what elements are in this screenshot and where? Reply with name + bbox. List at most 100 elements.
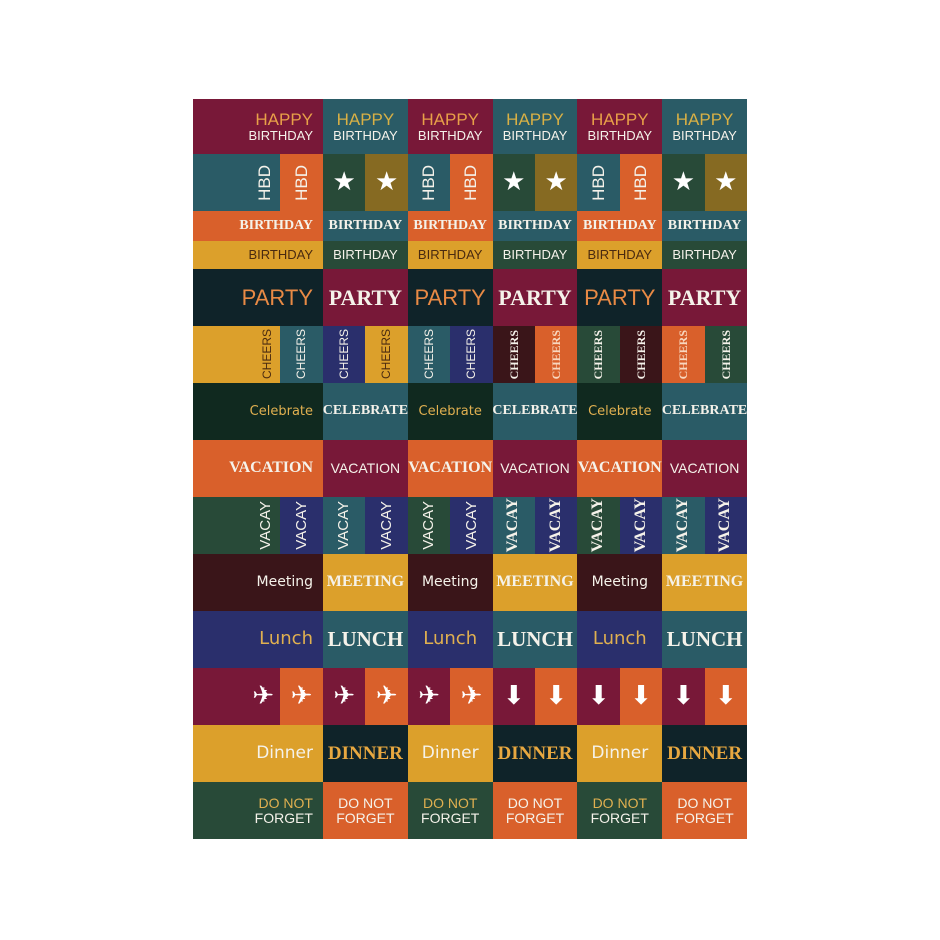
- sticker: BIRTHDAY: [407, 211, 493, 241]
- sticker-row: BIRTHDAY BIRTHDAY BIRTHDAY BIRTHDAY BIRTHDAY…: [193, 211, 747, 241]
- sticker-label: VACAY: [504, 498, 522, 553]
- sticker-label: HBD: [255, 164, 275, 201]
- sticker-label: BIRTHDAY: [502, 247, 568, 263]
- sticker-label: VACAY: [546, 498, 564, 553]
- sticker-label: HAPPY: [421, 109, 480, 129]
- sticker-label: HAPPY: [336, 109, 395, 129]
- sticker-label: BIRTHDAY: [413, 217, 488, 233]
- sticker-label: BIRTHDAY: [333, 127, 398, 143]
- sticker: CHEERS CHEERS: [662, 326, 747, 383]
- sticker-half: VACAY: [535, 497, 578, 554]
- sticker-label: CHEERS: [294, 329, 309, 380]
- sticker: DO NOT FORGET: [577, 782, 663, 839]
- sticker-half: ★: [365, 154, 408, 211]
- sticker: VACAY VACAY: [323, 497, 408, 554]
- sticker: BIRTHDAY: [662, 211, 747, 241]
- sticker: DO NOT FORGET: [662, 782, 747, 839]
- sticker: DINNER: [323, 725, 408, 782]
- sticker: CHEERS CHEERS: [407, 326, 493, 383]
- sticker: Lunch: [193, 611, 323, 668]
- sticker-label: CHEERS: [633, 329, 648, 380]
- sticker-label: BIRTHDAY: [667, 217, 742, 233]
- sticker-label: HBD: [419, 164, 439, 201]
- sticker: PARTY: [193, 269, 323, 326]
- sticker: CHEERS CHEERS: [193, 326, 323, 383]
- sticker-half: CHEERS: [323, 326, 366, 383]
- sticker-label: PARTY: [414, 284, 486, 310]
- sticker-label: CHEERS: [260, 329, 275, 380]
- sticker-label: MEETING: [496, 573, 574, 591]
- star-icon: ★: [671, 166, 696, 197]
- sticker-label: FORGET: [421, 809, 480, 826]
- sticker-label: Dinner: [256, 742, 313, 763]
- sticker-label: BIRTHDAY: [248, 247, 313, 263]
- sticker-label: VACATION: [669, 460, 740, 477]
- sticker: ⬇ ⬇: [577, 668, 663, 725]
- sticker: Lunch: [407, 611, 493, 668]
- sticker-half: ✈: [193, 668, 280, 725]
- sticker: VACAY VACAY: [193, 497, 323, 554]
- sticker-label: VACAY: [292, 501, 310, 550]
- sticker: CELEBRATE: [323, 383, 408, 440]
- sticker-label: VACAY: [335, 501, 353, 550]
- sticker-half: VACAY: [280, 497, 323, 554]
- sticker-label: VACATION: [330, 460, 401, 477]
- sticker-half: VACAY: [492, 497, 535, 554]
- sticker-label: VACAY: [257, 501, 275, 550]
- sticker: VACAY VACAY: [577, 497, 663, 554]
- star-icon: ★: [544, 166, 568, 197]
- sticker-half: ⬇: [662, 668, 705, 725]
- sticker-half: ⬇: [535, 668, 578, 725]
- sticker-half: ⬇: [577, 668, 620, 725]
- sticker: BIRTHDAY: [193, 211, 323, 241]
- sticker: ⬇ ⬇: [492, 668, 578, 725]
- sticker-half: ★: [662, 154, 705, 211]
- sticker-half: ✈: [365, 668, 408, 725]
- arrow-down-icon: ⬇: [545, 680, 568, 711]
- sticker-half: VACAY: [450, 497, 493, 554]
- sticker-label: Meeting: [256, 574, 313, 591]
- sticker: Celebrate: [407, 383, 493, 440]
- sticker: VACAY VACAY: [662, 497, 747, 554]
- arrow-down-icon: ⬇: [502, 680, 525, 711]
- sticker-half: ⬇: [492, 668, 535, 725]
- sticker: LUNCH: [323, 611, 408, 668]
- sticker-half: ★: [704, 154, 747, 211]
- sticker-half: ⬇: [619, 668, 663, 725]
- sticker-label: HBD: [291, 164, 311, 201]
- sticker-label: CELEBRATE: [323, 403, 408, 419]
- sticker: Dinner: [193, 725, 323, 782]
- sticker-label: DO NOT: [338, 794, 393, 811]
- sticker: PARTY: [662, 269, 747, 326]
- sticker-label: DO NOT: [422, 794, 478, 811]
- sticker-label: VACAY: [420, 501, 438, 550]
- sticker-label: VACATION: [500, 460, 570, 477]
- sticker: CELEBRATE: [492, 383, 578, 440]
- sticker-label: CHEERS: [676, 329, 691, 380]
- sticker-label: HAPPY: [675, 109, 734, 129]
- sticker-half: VACAY: [662, 497, 705, 554]
- sticker-label: MEETING: [326, 573, 405, 591]
- sticker-label: DINNER: [667, 742, 743, 764]
- sticker: PARTY: [407, 269, 493, 326]
- sticker-half: CHEERS: [365, 326, 408, 383]
- sticker: BIRTHDAY: [577, 241, 663, 269]
- sticker: Meeting: [193, 554, 323, 611]
- sticker-row: Meeting MEETING Meeting MEETING Meeting MEETI…: [193, 554, 747, 611]
- sticker-half: ✈: [407, 668, 451, 725]
- sticker-half: VACAY: [577, 497, 620, 554]
- sticker: ★ ★: [323, 154, 408, 211]
- sticker-half: CHEERS: [577, 326, 620, 383]
- sticker: MEETING: [323, 554, 408, 611]
- sticker-sheet: HAPPY BIRTHDAY HAPPY BIRTHDAY HAPPY BIRTHDAY H…: [193, 99, 747, 839]
- sticker-half: CHEERS: [704, 326, 747, 383]
- sticker-row: CHEERS CHEERS CHEERS CHEERS CHEERS CHEERS CHEE…: [193, 326, 747, 383]
- sticker: BIRTHDAY: [492, 241, 578, 269]
- sticker: HAPPY BIRTHDAY: [407, 99, 493, 154]
- sticker-half: ⬇: [704, 668, 747, 725]
- sticker: PARTY: [492, 269, 578, 326]
- sticker-label: BIRTHDAY: [333, 247, 398, 263]
- arrow-down-icon: ⬇: [672, 680, 695, 711]
- sticker-label: CELEBRATE: [492, 403, 578, 419]
- sticker-label: VACATION: [408, 459, 493, 477]
